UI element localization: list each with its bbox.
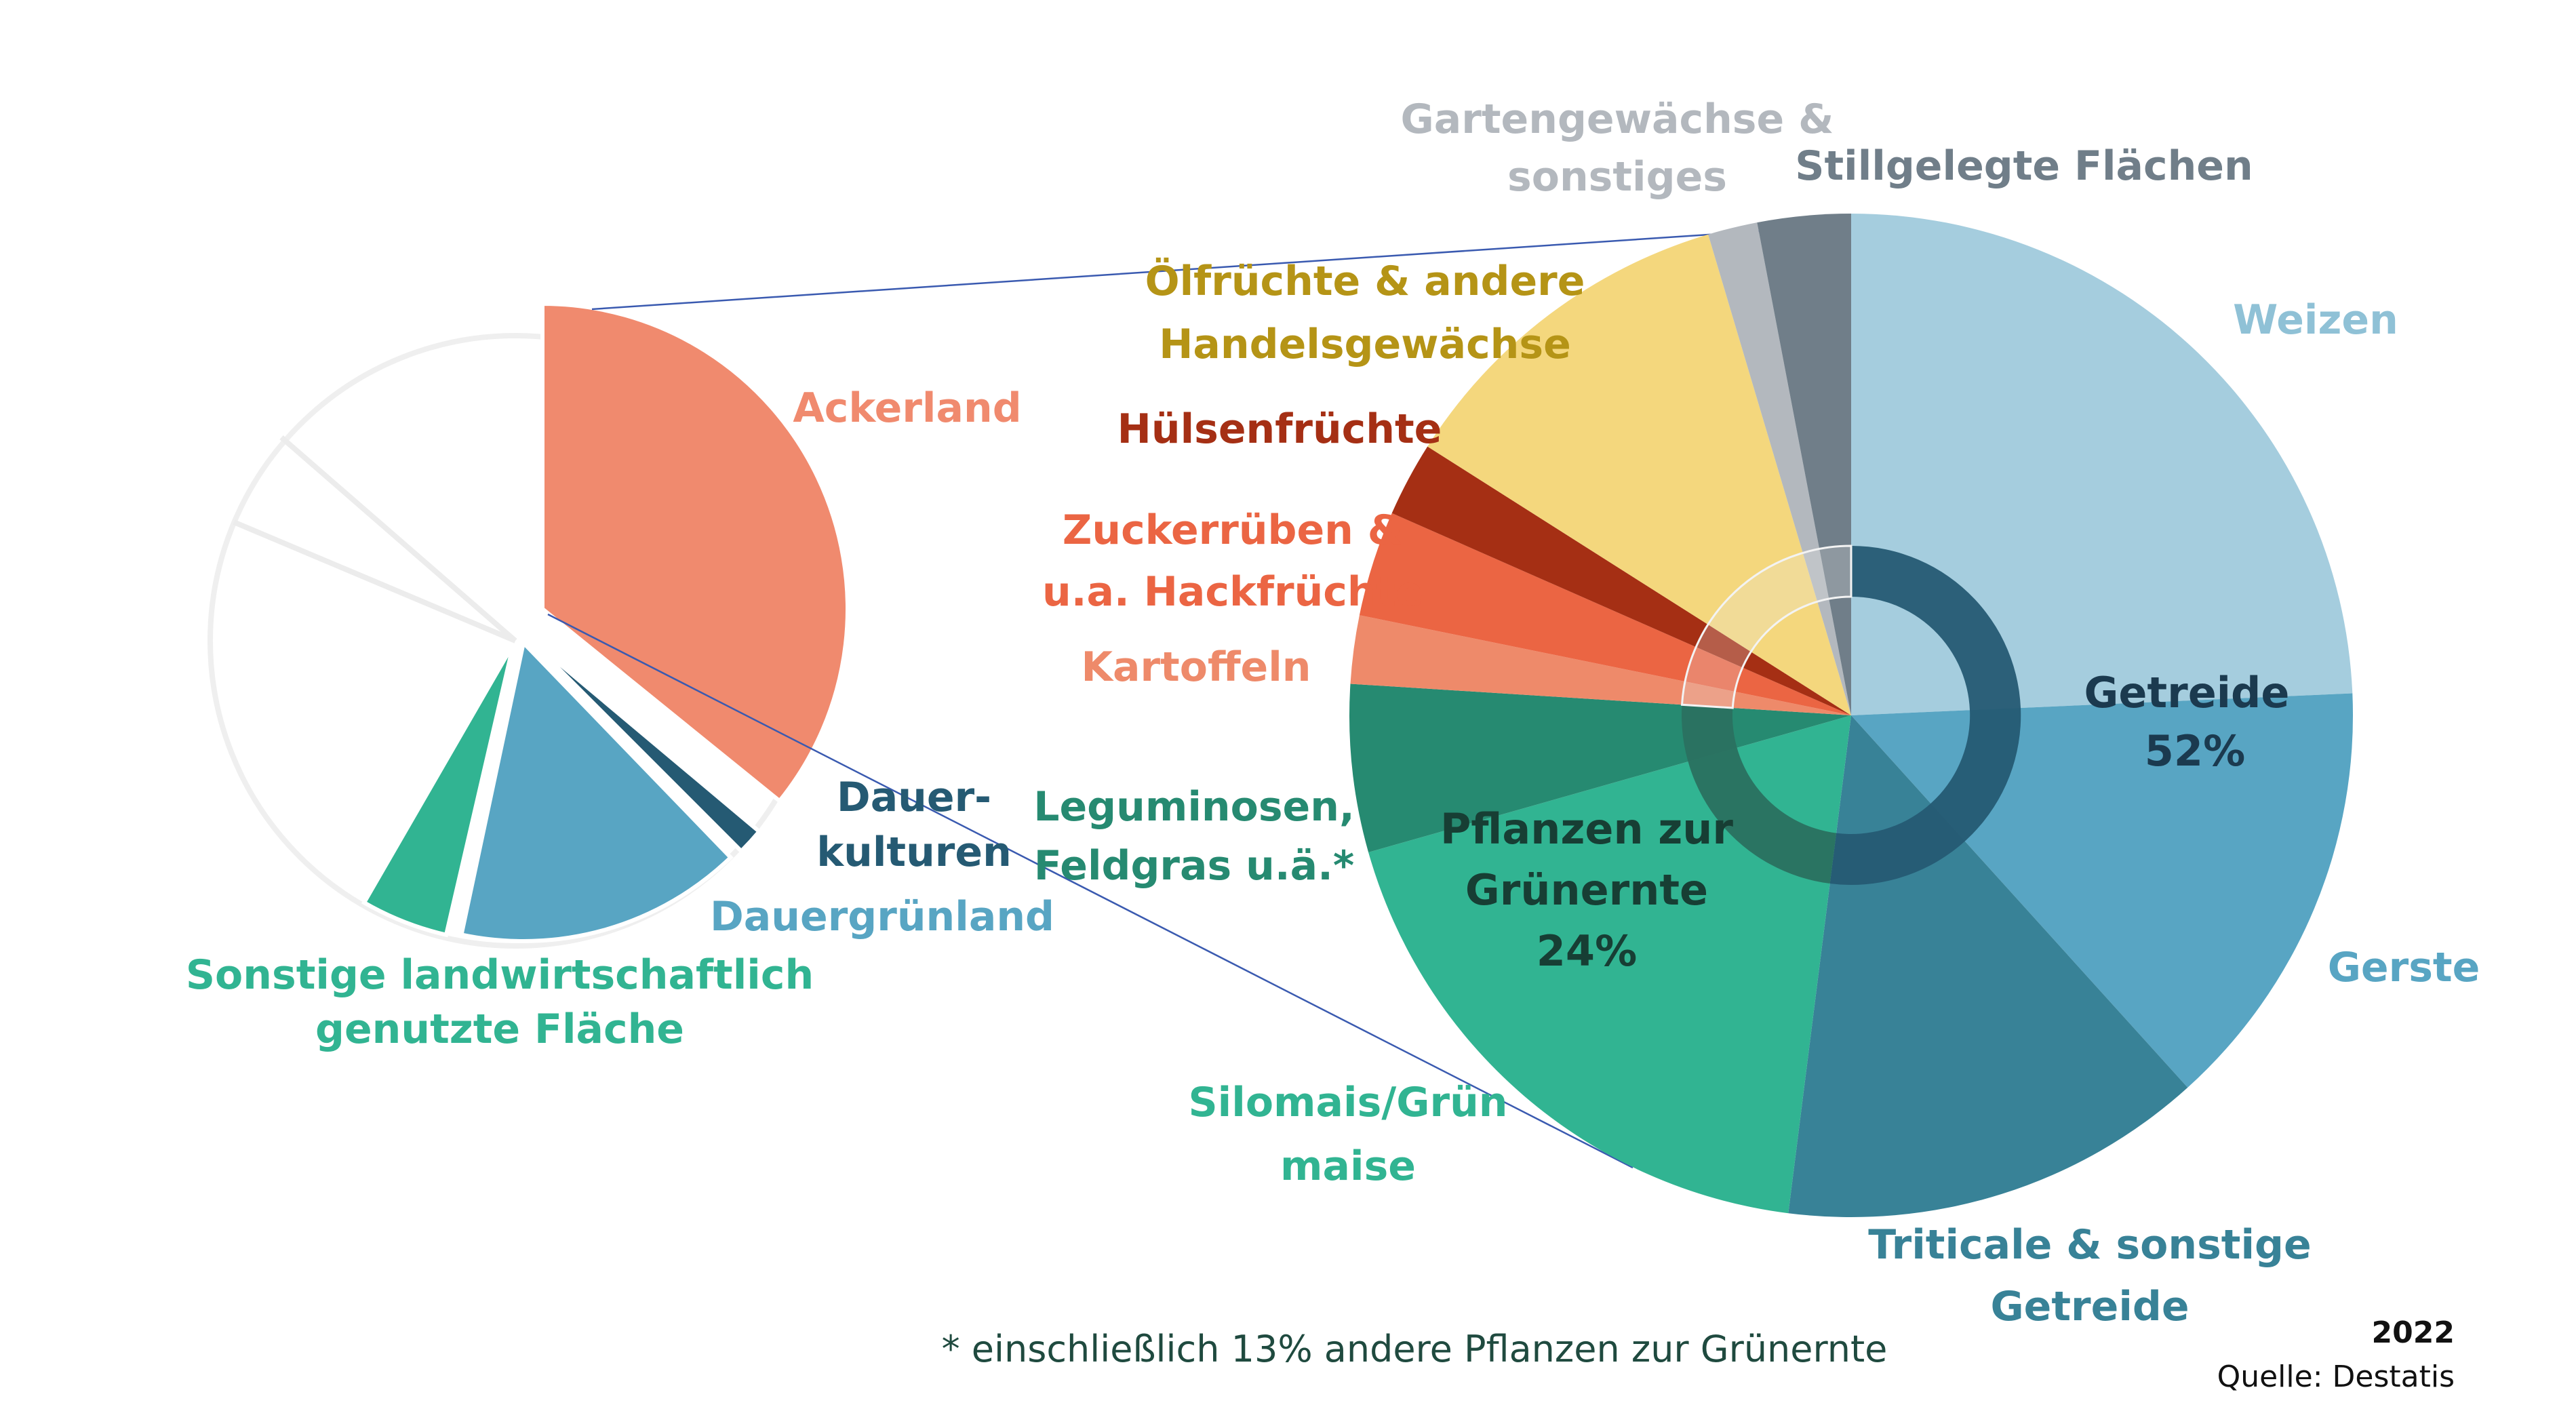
label-garten-1: Gartengewächse & — [1401, 96, 1834, 143]
slice-stillgelegt[interactable] — [1757, 213, 1851, 715]
label-zucker-2: u.a. Hackfrüchte — [1042, 568, 1423, 616]
source: Quelle: Destatis — [2217, 1360, 2455, 1394]
label-oel-1: Ölfrüchte & andere — [1145, 257, 1585, 305]
group-ring-2 — [1680, 544, 1852, 709]
label-stillgelegt: Stillgelegte Flächen — [1795, 142, 2253, 190]
footnote: * einschließlich 13% andere Pflanzen zur… — [942, 1328, 1888, 1370]
label-zucker-1: Zuckerrüben & — [1063, 507, 1403, 554]
label-huelsen: Hülsenfrüchte — [1117, 405, 1442, 453]
slice-sonstige[interactable] — [361, 643, 515, 938]
label-sonstige-2: genutzte Fläche — [315, 1006, 684, 1053]
slice-weizen[interactable] — [1851, 214, 2353, 715]
slice-dauergruenland[interactable] — [458, 638, 734, 943]
group-ring-0 — [1829, 545, 2021, 885]
label-gerste: Gerste — [2328, 944, 2480, 991]
group-ring-1 — [1682, 705, 1837, 884]
connector-line-top — [591, 224, 1852, 311]
label-kartoffeln: Kartoffeln — [1081, 643, 1311, 691]
left-pie-divider — [279, 435, 517, 643]
slice-kartoffeln[interactable] — [1350, 615, 1852, 715]
label-getreide-pct: 52% — [2145, 726, 2245, 776]
slice-garten[interactable] — [1708, 222, 1851, 716]
label-legum-2: Feldgras u.ä.* — [1034, 842, 1355, 890]
label-silo-2: maise — [1280, 1143, 1416, 1190]
slice-zuckerrueben[interactable] — [1359, 513, 1851, 715]
label-dauergruenland: Dauergrünland — [710, 893, 1054, 940]
label-dauerkulturen-2: kulturen — [816, 829, 1012, 876]
label-weizen: Weizen — [2233, 296, 2398, 344]
label-dauerkulturen-1: Dauer- — [837, 774, 991, 821]
slice-dauerkulturen[interactable] — [523, 633, 762, 854]
year: 2022 — [2372, 1315, 2455, 1350]
label-gruenernte-1: Pflanzen zur — [1440, 804, 1733, 854]
label-ackerland: Ackerland — [793, 384, 1021, 432]
slice-silomais[interactable] — [1368, 715, 1851, 1214]
left-pie — [207, 301, 850, 949]
right-pie — [1349, 213, 2354, 1218]
label-triticale-1: Triticale & sonstige — [1868, 1221, 2311, 1269]
slice-ackerland[interactable] — [540, 301, 850, 804]
slice-oelfruechte[interactable] — [1427, 234, 1851, 715]
connector-line-bottom — [547, 613, 1633, 1169]
label-gruenernte-pct: 24% — [1537, 926, 1637, 976]
label-triticale-2: Getreide — [1990, 1283, 2189, 1330]
label-gruenernte-2: Grünernte — [1465, 865, 1708, 915]
left-pie-divider — [233, 519, 517, 643]
label-getreide: Getreide — [2084, 668, 2290, 717]
label-sonstige-1: Sonstige landwirtschaftlich — [186, 951, 814, 999]
label-silo-1: Silomais/Grün — [1188, 1079, 1507, 1126]
slice-huelsen[interactable] — [1391, 446, 1851, 716]
label-legum-1: Leguminosen, — [1033, 783, 1355, 831]
label-oel-2: Handelsgewächse — [1159, 321, 1571, 368]
label-garten-2: sonstiges — [1507, 153, 1727, 201]
